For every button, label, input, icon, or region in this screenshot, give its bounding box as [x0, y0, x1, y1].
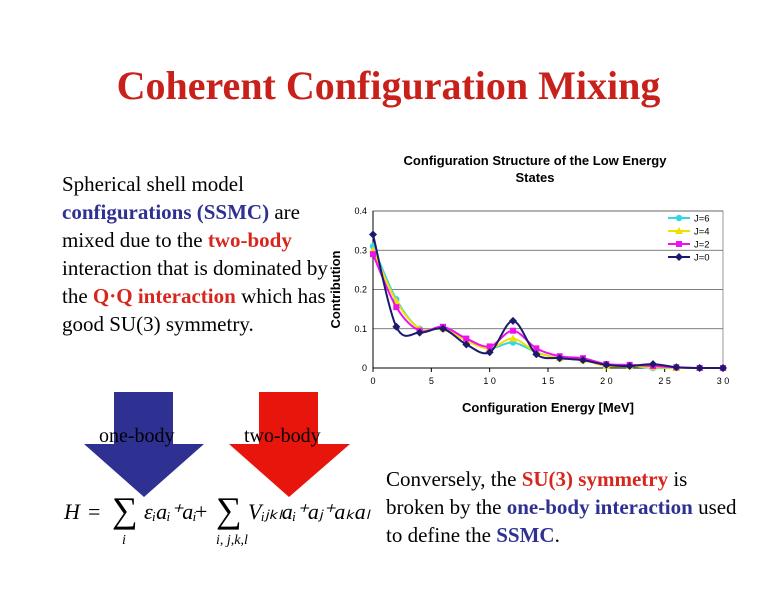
intro-text-2: are mixed due to the [62, 200, 300, 252]
data-point [485, 348, 494, 357]
x-tick-label: 2 0 [600, 376, 613, 386]
y-tick-label: 0.2 [354, 285, 367, 295]
x-tick-label: 3 0 [717, 376, 730, 386]
data-point [393, 304, 400, 311]
data-point [579, 356, 587, 365]
data-point [602, 360, 611, 369]
data-point [439, 324, 447, 333]
y-tick-label: 0.1 [354, 324, 367, 334]
series-line-J6 [372, 245, 723, 370]
intro-text-4: which has good SU(3) symmetry. [62, 284, 326, 336]
intro-text-3: interaction that is dominated by the [62, 256, 328, 308]
legend-label: J=2 [694, 240, 710, 251]
sum-symbol-1: ∑ [112, 490, 138, 530]
arrows-graphic [84, 392, 350, 497]
conclusion-text-1: Conversely, the [386, 467, 522, 491]
data-point [533, 345, 540, 352]
ssmc-term: configurations (SSMC) [62, 200, 270, 224]
data-point [509, 316, 517, 325]
eq-term-2: Vᵢⱼₖₗaᵢ⁺aⱼ⁺aₖaₗ [248, 499, 370, 524]
data-point [672, 363, 681, 372]
x-tick-label: 1 5 [542, 376, 555, 386]
data-point [510, 327, 516, 334]
data-point [463, 335, 470, 342]
qq-term: Q·Q interaction [92, 284, 236, 308]
intro-text-1: Spherical shell model [62, 172, 244, 196]
slide-title: Coherent Configuration Mixing [116, 63, 661, 108]
x-tick-label: 2 5 [658, 376, 671, 386]
two-body-label: two-body [244, 425, 321, 447]
data-point [392, 322, 401, 331]
data-point [532, 350, 541, 359]
data-point [625, 362, 634, 371]
data-point [695, 364, 704, 372]
legend-marker [676, 241, 682, 247]
conclusion-text-4: . [554, 523, 560, 547]
data-point [462, 340, 471, 349]
ssmc-term-2: SSMC [496, 523, 555, 547]
y-tick-label: 0.4 [354, 206, 367, 216]
legend-label: J=6 [694, 214, 710, 225]
contribution-chart: Configuration Structure of the Low Energ… [320, 148, 750, 423]
data-point [719, 364, 727, 372]
two-body-term: two-body [207, 228, 292, 252]
two-body-arrow [229, 392, 350, 497]
data-point [369, 230, 377, 239]
one-body-arrow [84, 392, 204, 497]
data-point [370, 251, 376, 258]
one-body-label: one-body [99, 425, 175, 447]
data-point [486, 343, 493, 350]
x-tick-label: 5 [429, 376, 434, 386]
x-tick-label: 1 0 [483, 376, 496, 386]
series-line-J2 [372, 253, 724, 370]
data-point [555, 354, 564, 363]
legend-marker [675, 214, 683, 222]
y-tick-label: 0 [362, 363, 367, 373]
data-point [649, 360, 657, 369]
data-point [509, 334, 517, 342]
chart-title: Configuration Structure of the Low Energ… [403, 153, 667, 185]
intro-paragraph: Spherical shell model configurations (SS… [62, 170, 332, 338]
hamiltonian-equation: H = ∑ εᵢaᵢ⁺aᵢ + ∑ Vᵢⱼₖₗaᵢ⁺aⱼ⁺aₖaₗ i i, j… [64, 485, 384, 555]
conclusion-text-2: is broken by the [386, 467, 688, 519]
eq-equals: = [88, 499, 101, 524]
conclusion-paragraph: Conversely, the SU(3) symmetry is broken… [386, 465, 746, 549]
y-axis-label: Contribution [328, 250, 343, 328]
eq-H: H [64, 499, 80, 524]
x-axis-label: Configuration Energy [MeV] [462, 400, 634, 415]
eq-term-1: εᵢaᵢ⁺aᵢ [144, 499, 197, 524]
conclusion-text-3: used to define the [386, 495, 737, 547]
x-tick-label: 0 [370, 376, 375, 386]
eq-plus: + [195, 499, 208, 524]
legend-marker [675, 253, 683, 261]
one-body-term: one-body interaction [506, 495, 693, 519]
series-line-J0 [372, 234, 724, 370]
legend-label: J=0 [694, 253, 710, 264]
legend-marker [675, 227, 683, 234]
y-tick-label: 0.3 [354, 245, 367, 255]
sum-index-1: i [122, 533, 126, 548]
sum-index-2: i, j,k,l [216, 533, 248, 548]
su3-term: SU(3) symmetry [521, 467, 669, 491]
series-line-J4 [372, 249, 723, 370]
sum-symbol-2: ∑ [216, 490, 242, 530]
data-point [415, 328, 424, 337]
legend-label: J=4 [694, 227, 710, 238]
